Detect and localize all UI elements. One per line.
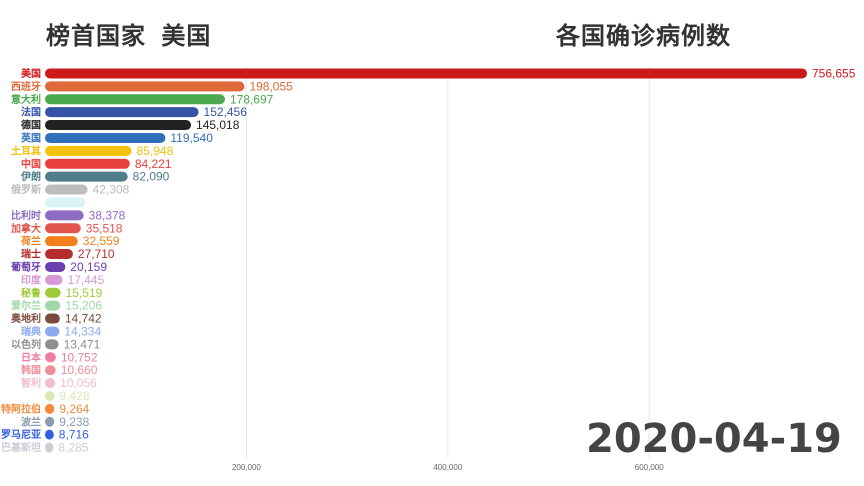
category-label: 韩国	[21, 364, 41, 377]
category-label: 瑞士	[21, 248, 41, 261]
value-label: 8,716	[59, 428, 89, 442]
category-label: 俄罗斯	[10, 183, 41, 196]
bar	[45, 287, 61, 298]
bar	[45, 365, 56, 376]
chart-title: 各国确诊病例数	[556, 23, 731, 50]
category-label: 以色列	[11, 338, 41, 351]
value-label: 84,221	[135, 157, 172, 171]
leader-name: 美国	[161, 23, 212, 50]
bar	[45, 390, 55, 401]
bar	[45, 274, 63, 285]
bar	[45, 94, 225, 105]
category-label: 土耳其	[11, 144, 41, 157]
bar	[45, 197, 86, 208]
category-label: 法国	[21, 106, 41, 119]
bar	[45, 68, 807, 79]
value-label: 9,264	[59, 402, 89, 416]
value-label: 756,655	[812, 66, 856, 80]
value-label: 27,710	[78, 247, 115, 261]
bar	[45, 132, 166, 143]
category-label: 波兰	[21, 415, 41, 428]
bar	[45, 339, 59, 350]
value-label: 85,948	[137, 144, 174, 158]
bar	[45, 107, 199, 118]
bar	[45, 236, 78, 247]
category-label: 加拿大	[10, 222, 41, 235]
category-label: 葡萄牙	[10, 260, 41, 273]
bar	[45, 313, 60, 324]
category-label: 罗马尼亚	[1, 429, 41, 441]
value-label: 42,308	[93, 183, 130, 197]
category-label: 西班牙	[11, 80, 41, 93]
x-tick-label: 600,000	[635, 463, 664, 472]
value-label: 35,518	[86, 221, 123, 235]
value-label: 10,752	[61, 350, 98, 364]
category-label: 智利	[21, 377, 41, 390]
category-label: 德国	[20, 119, 41, 132]
value-label: 152,456	[204, 105, 248, 119]
value-label: 10,056	[60, 376, 97, 390]
bar	[45, 145, 132, 156]
value-label: 145,018	[196, 118, 240, 132]
value-label: 32,559	[83, 234, 120, 248]
value-label: 9,428	[59, 389, 89, 403]
value-label: 8,285	[58, 441, 88, 455]
value-label: 9,238	[59, 415, 89, 429]
value-label: 17,445	[68, 273, 105, 287]
value-label: 15,519	[66, 286, 103, 300]
value-label: 14,334	[64, 324, 101, 338]
category-label: 特阿拉伯	[1, 402, 41, 415]
value-label: 198,055	[249, 79, 293, 93]
bar	[45, 81, 245, 92]
bar	[45, 210, 84, 221]
value-label: 13,471	[64, 337, 101, 351]
bar	[45, 184, 88, 195]
category-label: 爱尔兰	[11, 299, 41, 312]
bar	[45, 352, 56, 363]
category-label: 美国	[21, 67, 41, 80]
category-label: 荷兰	[20, 235, 41, 248]
category-label: 印度	[21, 273, 42, 286]
bar	[45, 158, 130, 169]
bar	[45, 403, 55, 414]
bar	[45, 249, 73, 260]
bar	[45, 261, 66, 272]
value-label: 10,660	[61, 363, 98, 377]
bar	[45, 223, 81, 234]
value-label: 82,090	[133, 170, 170, 184]
category-label: 巴基斯坦	[1, 441, 41, 454]
bar	[45, 326, 60, 337]
bar	[45, 442, 54, 453]
leader-label: 榜首国家	[46, 23, 146, 50]
value-label: 15,206	[65, 299, 102, 313]
value-label: 20,159	[70, 260, 107, 274]
category-label: 比利时	[11, 209, 41, 222]
category-label: 中国	[21, 157, 41, 170]
category-label: 意大利	[11, 93, 41, 106]
category-label: 秘鲁	[21, 286, 41, 299]
category-label: 英国	[20, 131, 41, 144]
bar	[45, 429, 54, 440]
value-label: 119,540	[170, 131, 213, 145]
bar	[45, 171, 128, 182]
bar	[45, 120, 192, 131]
x-tick-label: 400,000	[433, 463, 462, 472]
bar	[45, 416, 55, 427]
value-label: 14,742	[65, 312, 102, 326]
category-label: 奥地利	[11, 312, 41, 325]
value-label: 178,697	[230, 92, 274, 106]
category-label: 瑞典	[21, 325, 41, 338]
bar	[45, 300, 61, 311]
date-stamp: 2020-04-19	[586, 416, 842, 462]
value-label: 38,378	[89, 208, 126, 222]
x-tick-label: 200,000	[232, 463, 261, 472]
category-label: 伊朗	[20, 170, 41, 183]
bar	[45, 378, 56, 389]
category-label: 日本	[21, 351, 42, 364]
leader-heading: 榜首国家 美国	[46, 16, 211, 51]
